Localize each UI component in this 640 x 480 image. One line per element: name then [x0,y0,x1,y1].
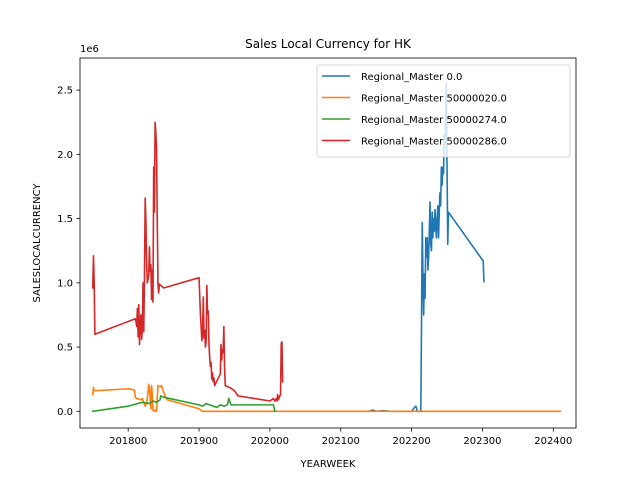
series-line-0 [368,82,485,413]
x-tick-label: 201900 [180,436,218,447]
x-axis-label: YEARWEEK [300,459,356,470]
plot-frame [79,57,577,429]
chart-title: Sales Local Currency for HK [245,37,412,51]
y-axis-label: SALESLOCALCURRENCY [32,183,43,303]
y-offset-label: 1e6 [80,44,99,55]
y-axis-ticks: 0.0 0.5 1.0 1.5 2.0 2.5 [57,86,80,418]
x-tick-label: 202000 [251,436,289,447]
x-tick-label: 201800 [109,436,147,447]
legend: Regional_Master 0.0 Regional_Master 50000… [316,64,571,158]
x-tick-label: 202300 [463,436,501,447]
series-line-2 [91,395,276,413]
legend-label-3: Regional_Master 50000286.0 [361,137,507,148]
y-tick-label: 2.5 [57,86,73,97]
x-tick-label: 202200 [393,436,431,447]
plot-area [91,82,562,413]
y-tick-label: 1.0 [57,278,73,289]
x-axis-ticks: 201800 201900 202000 202100 202200 202300 2024… [109,428,572,447]
y-tick-label: 1.5 [57,214,73,225]
x-tick-label: 202400 [534,436,572,447]
legend-label-2: Regional_Master 50000274.0 [361,115,507,126]
y-tick-label: 0.0 [57,407,73,418]
legend-label-0: Regional_Master 0.0 [361,72,462,83]
y-tick-label: 0.5 [57,343,73,354]
legend-label-1: Regional_Master 50000020.0 [361,94,507,105]
series-line-1 [91,383,562,413]
x-tick-label: 202100 [322,436,360,447]
legend-box [316,64,571,158]
series-line-3 [91,121,284,402]
y-tick-label: 2.0 [57,150,73,161]
